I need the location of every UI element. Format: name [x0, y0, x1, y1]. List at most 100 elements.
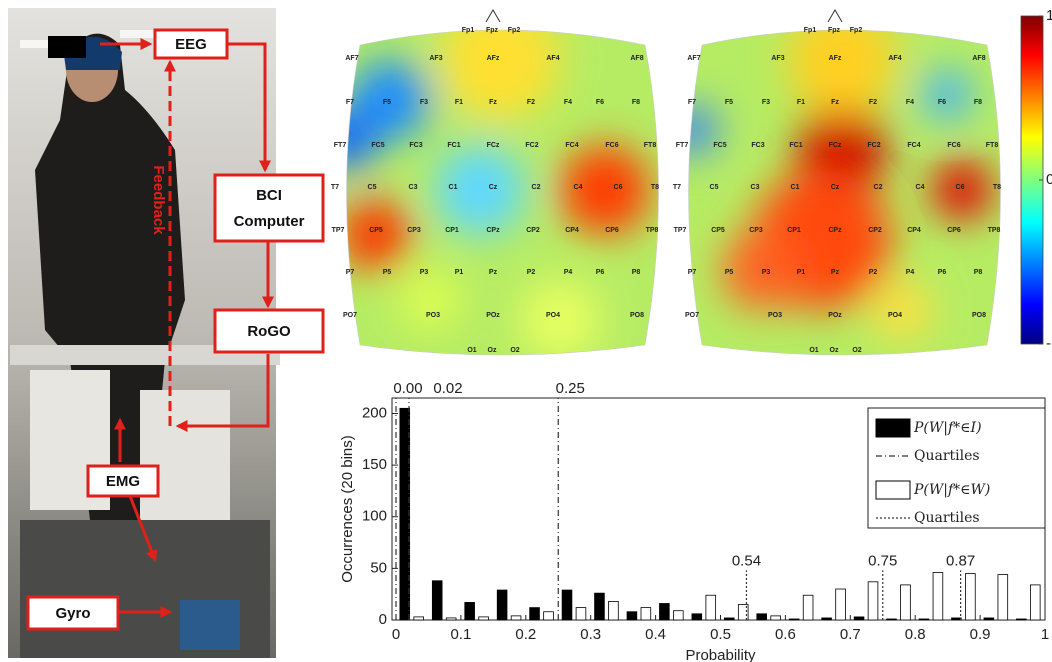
x-tick-label: 0.8: [905, 626, 926, 643]
electrode-label: Fp2: [508, 27, 521, 34]
electrode-label: T7: [673, 184, 681, 191]
bar: [479, 617, 489, 620]
electrode-label: CP5: [711, 227, 725, 234]
electrode-label: FC4: [907, 142, 920, 149]
electrode-label: FC2: [867, 142, 880, 149]
bar: [692, 614, 702, 620]
electrode-label: F3: [420, 99, 428, 106]
electrode-label: T8: [651, 184, 659, 191]
electrode-label: PO3: [768, 312, 782, 319]
bar: [400, 408, 410, 620]
electrode-label: O2: [852, 347, 861, 354]
colorbar-tick-label: -1: [1046, 335, 1052, 352]
y-tick-label: 50: [370, 559, 387, 576]
electrode-label: F8: [974, 99, 982, 106]
electrode-label: AF7: [687, 55, 700, 62]
bar: [724, 618, 734, 620]
electrode-label: FT7: [334, 142, 347, 149]
electrode-label: CP5: [369, 227, 383, 234]
electrode-label: POz: [828, 312, 842, 319]
electrode-label: F5: [725, 99, 733, 106]
electrode-label: FC4: [565, 142, 578, 149]
label-gyro: Gyro: [55, 605, 90, 622]
electrode-label: Pz: [831, 269, 840, 276]
electrode-label: AF8: [972, 55, 985, 62]
electrode-label: AFz: [487, 55, 500, 62]
y-tick-label: 100: [362, 508, 387, 525]
electrode-label: C6: [614, 184, 623, 191]
y-tick-label: 200: [362, 404, 387, 421]
y-axis-title: Occurrences (20 bins): [339, 435, 356, 583]
electrode-label: CP6: [947, 227, 961, 234]
legend-swatch: [876, 481, 910, 499]
y-tick-label: 0: [379, 611, 387, 628]
electrode-label: Oz: [830, 347, 839, 354]
bar: [641, 608, 651, 620]
electrode-label: T7: [331, 184, 339, 191]
topoplots: Fp1FpzFp2AF7AF3AFzAF4AF8F7F5F3F1FzF2F4F6…: [315, 0, 1022, 370]
bar: [609, 601, 619, 620]
electrode-label: Cz: [489, 184, 498, 191]
legend-label: Quartiles: [914, 448, 980, 464]
bar: [544, 612, 554, 620]
x-tick-label: 0.6: [775, 626, 796, 643]
bar: [446, 618, 456, 620]
electrode-label: P5: [383, 269, 392, 276]
bar: [771, 616, 781, 620]
colorbar-tick-label: 1: [1046, 7, 1052, 24]
bar: [530, 608, 540, 620]
quartile-label: 0.87: [946, 552, 975, 569]
electrode-label: Cz: [831, 184, 840, 191]
electrode-label: FC2: [525, 142, 538, 149]
electrode-label: FC3: [409, 142, 422, 149]
activity-blob: [315, 110, 375, 170]
electrode-label: PO4: [888, 312, 902, 319]
x-tick-label: 0.3: [580, 626, 601, 643]
bar: [659, 603, 669, 620]
label-eeg: EEG: [175, 36, 207, 53]
activity-blob: [520, 280, 600, 360]
electrode-label: FC1: [789, 142, 802, 149]
activity-blob: [872, 280, 932, 340]
bar: [757, 614, 767, 620]
electrode-label: P8: [632, 269, 641, 276]
quartile-label: 0.25: [556, 380, 585, 397]
electrode-label: FC5: [713, 142, 726, 149]
electrode-label: Fpz: [486, 27, 499, 34]
electrode-label: P2: [869, 269, 878, 276]
x-tick-label: 1: [1041, 626, 1049, 643]
electrode-label: CP3: [749, 227, 763, 234]
electrode-label: Fp1: [462, 27, 475, 34]
bar: [706, 595, 716, 620]
electrode-label: F4: [564, 99, 572, 106]
bar: [432, 581, 442, 620]
quartile-label: 0.75: [868, 552, 897, 569]
electrode-label: FC1: [447, 142, 460, 149]
bar: [576, 608, 586, 620]
electrode-label: FCz: [829, 142, 842, 149]
bar: [952, 618, 962, 620]
electrode-label: AF3: [429, 55, 442, 62]
electrode-label: Fpz: [828, 27, 841, 34]
bar: [562, 590, 572, 620]
label-rogo: RoGO: [247, 323, 291, 340]
electrode-label: TP7: [674, 227, 687, 234]
electrode-label: FC3: [751, 142, 764, 149]
bar: [887, 619, 897, 620]
legend-swatch: [876, 419, 910, 437]
legend-label: P(W|f*∈W): [913, 482, 990, 498]
electrode-label: P8: [974, 269, 983, 276]
electrode-label: F6: [596, 99, 604, 106]
electrode-label: P5: [725, 269, 734, 276]
bar: [673, 611, 683, 620]
electrode-label: P1: [797, 269, 806, 276]
electrode-label: C1: [791, 184, 800, 191]
electrode-label: CPz: [486, 227, 500, 234]
electrode-label: FC6: [605, 142, 618, 149]
electrode-label: P4: [906, 269, 915, 276]
electrode-label: P7: [346, 269, 355, 276]
electrode-label: TP8: [646, 227, 659, 234]
electrode-label: P3: [762, 269, 771, 276]
label-emg: EMG: [106, 473, 140, 490]
electrode-label: POz: [486, 312, 500, 319]
